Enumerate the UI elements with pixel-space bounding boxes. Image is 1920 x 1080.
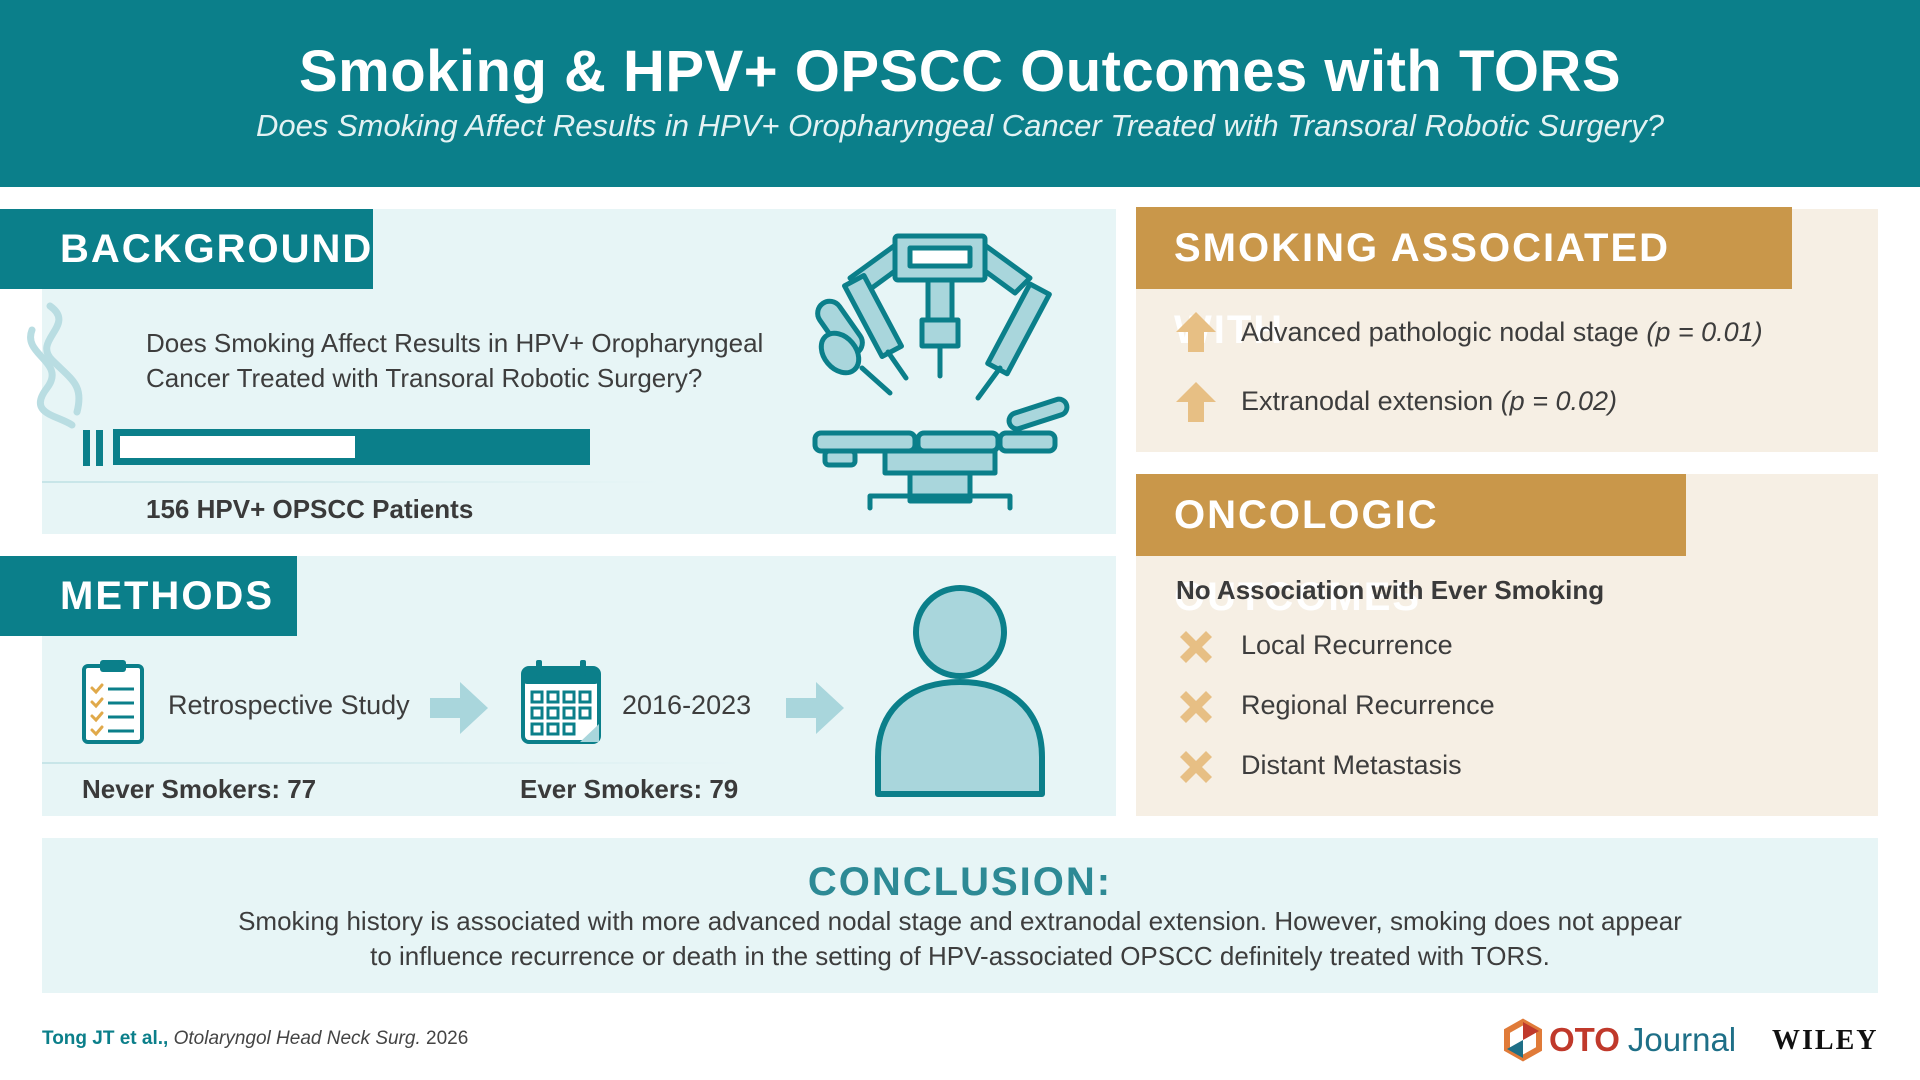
citation-authors: Tong JT et al.,: [42, 1028, 169, 1049]
person-icon: [875, 585, 1045, 797]
conclusion-line-2: to influence recurrence or death in the …: [370, 941, 1550, 971]
x-mark-icon: [1180, 631, 1212, 663]
hexagon-logo-icon: [1504, 1018, 1542, 1062]
oto-journal-logo: OTO Journal: [1504, 1018, 1737, 1062]
never-smokers-count: Never Smokers: 77: [82, 774, 317, 804]
arrow-up-icon: [1176, 312, 1216, 352]
page-title: Smoking & HPV+ OPSCC Outcomes with TORS: [298, 39, 1622, 104]
background-heading: BACKGROUND: [0, 209, 373, 289]
clipboard-icon: [82, 660, 144, 744]
cigarette-smoke-icon: [27, 302, 83, 429]
method-step-years: 2016-2023: [622, 690, 752, 720]
citation: Tong JT et al., Otolaryngol Head Neck Su…: [42, 1028, 468, 1050]
assoc-item-label: Extranodal extension: [1241, 386, 1494, 416]
citation-year: 2026: [426, 1028, 469, 1049]
conclusion-line-1: Smoking history is associated with more …: [238, 906, 1682, 936]
assoc-item-pvalue: (p = 0.01): [1646, 317, 1763, 347]
assoc-item-pvalue: (p = 0.02): [1500, 386, 1618, 416]
conclusion-text: Smoking history is associated with more …: [220, 904, 1700, 974]
assoc-item-label: Advanced pathologic nodal stage: [1241, 317, 1639, 347]
outcome-regional-recurrence: Regional Recurrence: [1241, 690, 1495, 720]
arrow-up-icon: [1176, 382, 1216, 422]
calendar-icon: [521, 660, 601, 744]
method-step-study: Retrospective Study: [168, 690, 410, 720]
arrow-right-icon: [430, 682, 488, 734]
no-association-label: No Association with Ever Smoking: [1176, 575, 1605, 605]
patient-count: 156 HPV+ OPSCC Patients: [146, 494, 474, 524]
journal-logo-text: Journal: [1627, 1021, 1737, 1058]
x-mark-icon: [1180, 691, 1212, 723]
x-mark-icon: [1180, 751, 1212, 783]
citation-journal: Otolaryngol Head Neck Surg.: [173, 1028, 421, 1049]
oncologic-outcomes-heading: ONCOLOGIC OUTCOMES: [1136, 474, 1686, 619]
background-divider: [42, 481, 662, 483]
ever-smokers-count: Ever Smokers: 79: [520, 774, 739, 804]
outcome-distant-metastasis: Distant Metastasis: [1241, 750, 1462, 780]
outcome-local-recurrence: Local Recurrence: [1241, 630, 1453, 660]
conclusion-panel: [42, 838, 1878, 993]
methods-divider: [42, 762, 742, 764]
header-banner: Smoking & HPV+ OPSCC Outcomes with TORS …: [0, 0, 1920, 187]
assoc-item-extranodal: Extranodal extension (p = 0.02): [1241, 386, 1617, 417]
cigarette-body: [113, 429, 590, 465]
page-subtitle: Does Smoking Affect Results in HPV+ Orop…: [256, 108, 1664, 143]
cigarette-icon: [83, 430, 113, 466]
conclusion-heading: CONCLUSION:: [807, 860, 1113, 904]
smoking-associated-heading: SMOKING ASSOCIATED WITH: [1136, 207, 1792, 352]
wiley-logo: WILEY: [1772, 1025, 1879, 1056]
surgical-robot-icon: [812, 233, 1070, 511]
oto-logo-text: OTO: [1549, 1021, 1620, 1058]
methods-heading: METHODS: [0, 556, 297, 636]
arrow-right-icon: [786, 682, 844, 734]
cigarette-filter: [120, 436, 355, 458]
assoc-item-nodal-stage: Advanced pathologic nodal stage (p = 0.0…: [1241, 317, 1763, 348]
background-question: Does Smoking Affect Results in HPV+ Orop…: [146, 328, 764, 393]
